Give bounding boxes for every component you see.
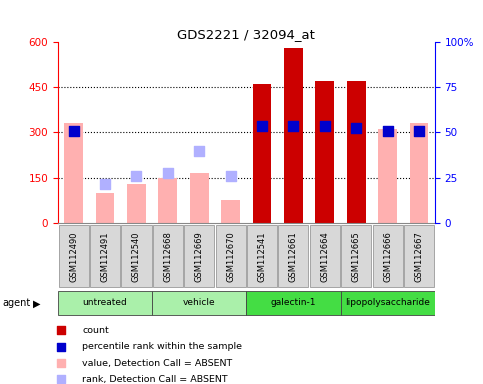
FancyBboxPatch shape [278, 225, 309, 287]
Point [290, 123, 298, 129]
FancyBboxPatch shape [152, 291, 246, 316]
Point [353, 125, 360, 131]
Text: ▶: ▶ [33, 298, 41, 308]
Bar [127, 184, 146, 223]
Text: vehicle: vehicle [183, 298, 215, 307]
Text: GSM112667: GSM112667 [414, 231, 424, 282]
Text: count: count [82, 326, 109, 335]
Text: GSM112666: GSM112666 [383, 231, 392, 282]
Text: GSM112664: GSM112664 [320, 231, 329, 282]
Text: GSM112670: GSM112670 [226, 231, 235, 282]
Text: GSM112661: GSM112661 [289, 231, 298, 282]
FancyBboxPatch shape [153, 225, 183, 287]
Bar [410, 124, 428, 223]
Bar [378, 129, 397, 223]
Point [384, 128, 392, 134]
FancyBboxPatch shape [310, 225, 340, 287]
Text: lipopolysaccharide: lipopolysaccharide [345, 298, 430, 307]
Text: GSM112669: GSM112669 [195, 231, 204, 282]
Text: GSM112491: GSM112491 [100, 231, 110, 281]
Bar [64, 124, 83, 223]
Text: GSM112665: GSM112665 [352, 231, 361, 282]
FancyBboxPatch shape [58, 291, 152, 316]
Point [57, 328, 65, 334]
Point [101, 180, 109, 187]
FancyBboxPatch shape [341, 225, 371, 287]
Bar [221, 200, 240, 223]
FancyBboxPatch shape [90, 225, 120, 287]
FancyBboxPatch shape [58, 225, 89, 287]
Point [415, 128, 423, 134]
FancyBboxPatch shape [404, 225, 434, 287]
Bar [253, 84, 271, 223]
FancyBboxPatch shape [341, 291, 435, 316]
FancyBboxPatch shape [246, 291, 341, 316]
Text: galectin-1: galectin-1 [270, 298, 316, 307]
Text: percentile rank within the sample: percentile rank within the sample [82, 342, 242, 351]
Bar [190, 173, 209, 223]
Point [133, 173, 141, 179]
Text: untreated: untreated [83, 298, 128, 307]
Text: value, Detection Call = ABSENT: value, Detection Call = ABSENT [82, 359, 232, 367]
Bar [96, 193, 114, 223]
Point [258, 123, 266, 129]
Text: agent: agent [2, 298, 30, 308]
Point [227, 173, 235, 179]
Point [57, 360, 65, 366]
Text: GSM112540: GSM112540 [132, 231, 141, 281]
Point [164, 170, 172, 176]
FancyBboxPatch shape [215, 225, 246, 287]
Text: rank, Detection Call = ABSENT: rank, Detection Call = ABSENT [82, 375, 228, 384]
Text: GSM112490: GSM112490 [69, 231, 78, 281]
FancyBboxPatch shape [184, 225, 214, 287]
Text: GSM112541: GSM112541 [257, 231, 267, 281]
Point [57, 344, 65, 350]
FancyBboxPatch shape [121, 225, 152, 287]
FancyBboxPatch shape [372, 225, 403, 287]
Point [70, 128, 78, 134]
Title: GDS2221 / 32094_at: GDS2221 / 32094_at [177, 28, 315, 41]
Bar [158, 177, 177, 223]
Bar [284, 48, 303, 223]
Point [195, 147, 203, 154]
Text: GSM112668: GSM112668 [163, 231, 172, 282]
Point [57, 376, 65, 382]
Point [321, 123, 328, 129]
FancyBboxPatch shape [247, 225, 277, 287]
Bar [347, 81, 366, 223]
Bar [315, 81, 334, 223]
